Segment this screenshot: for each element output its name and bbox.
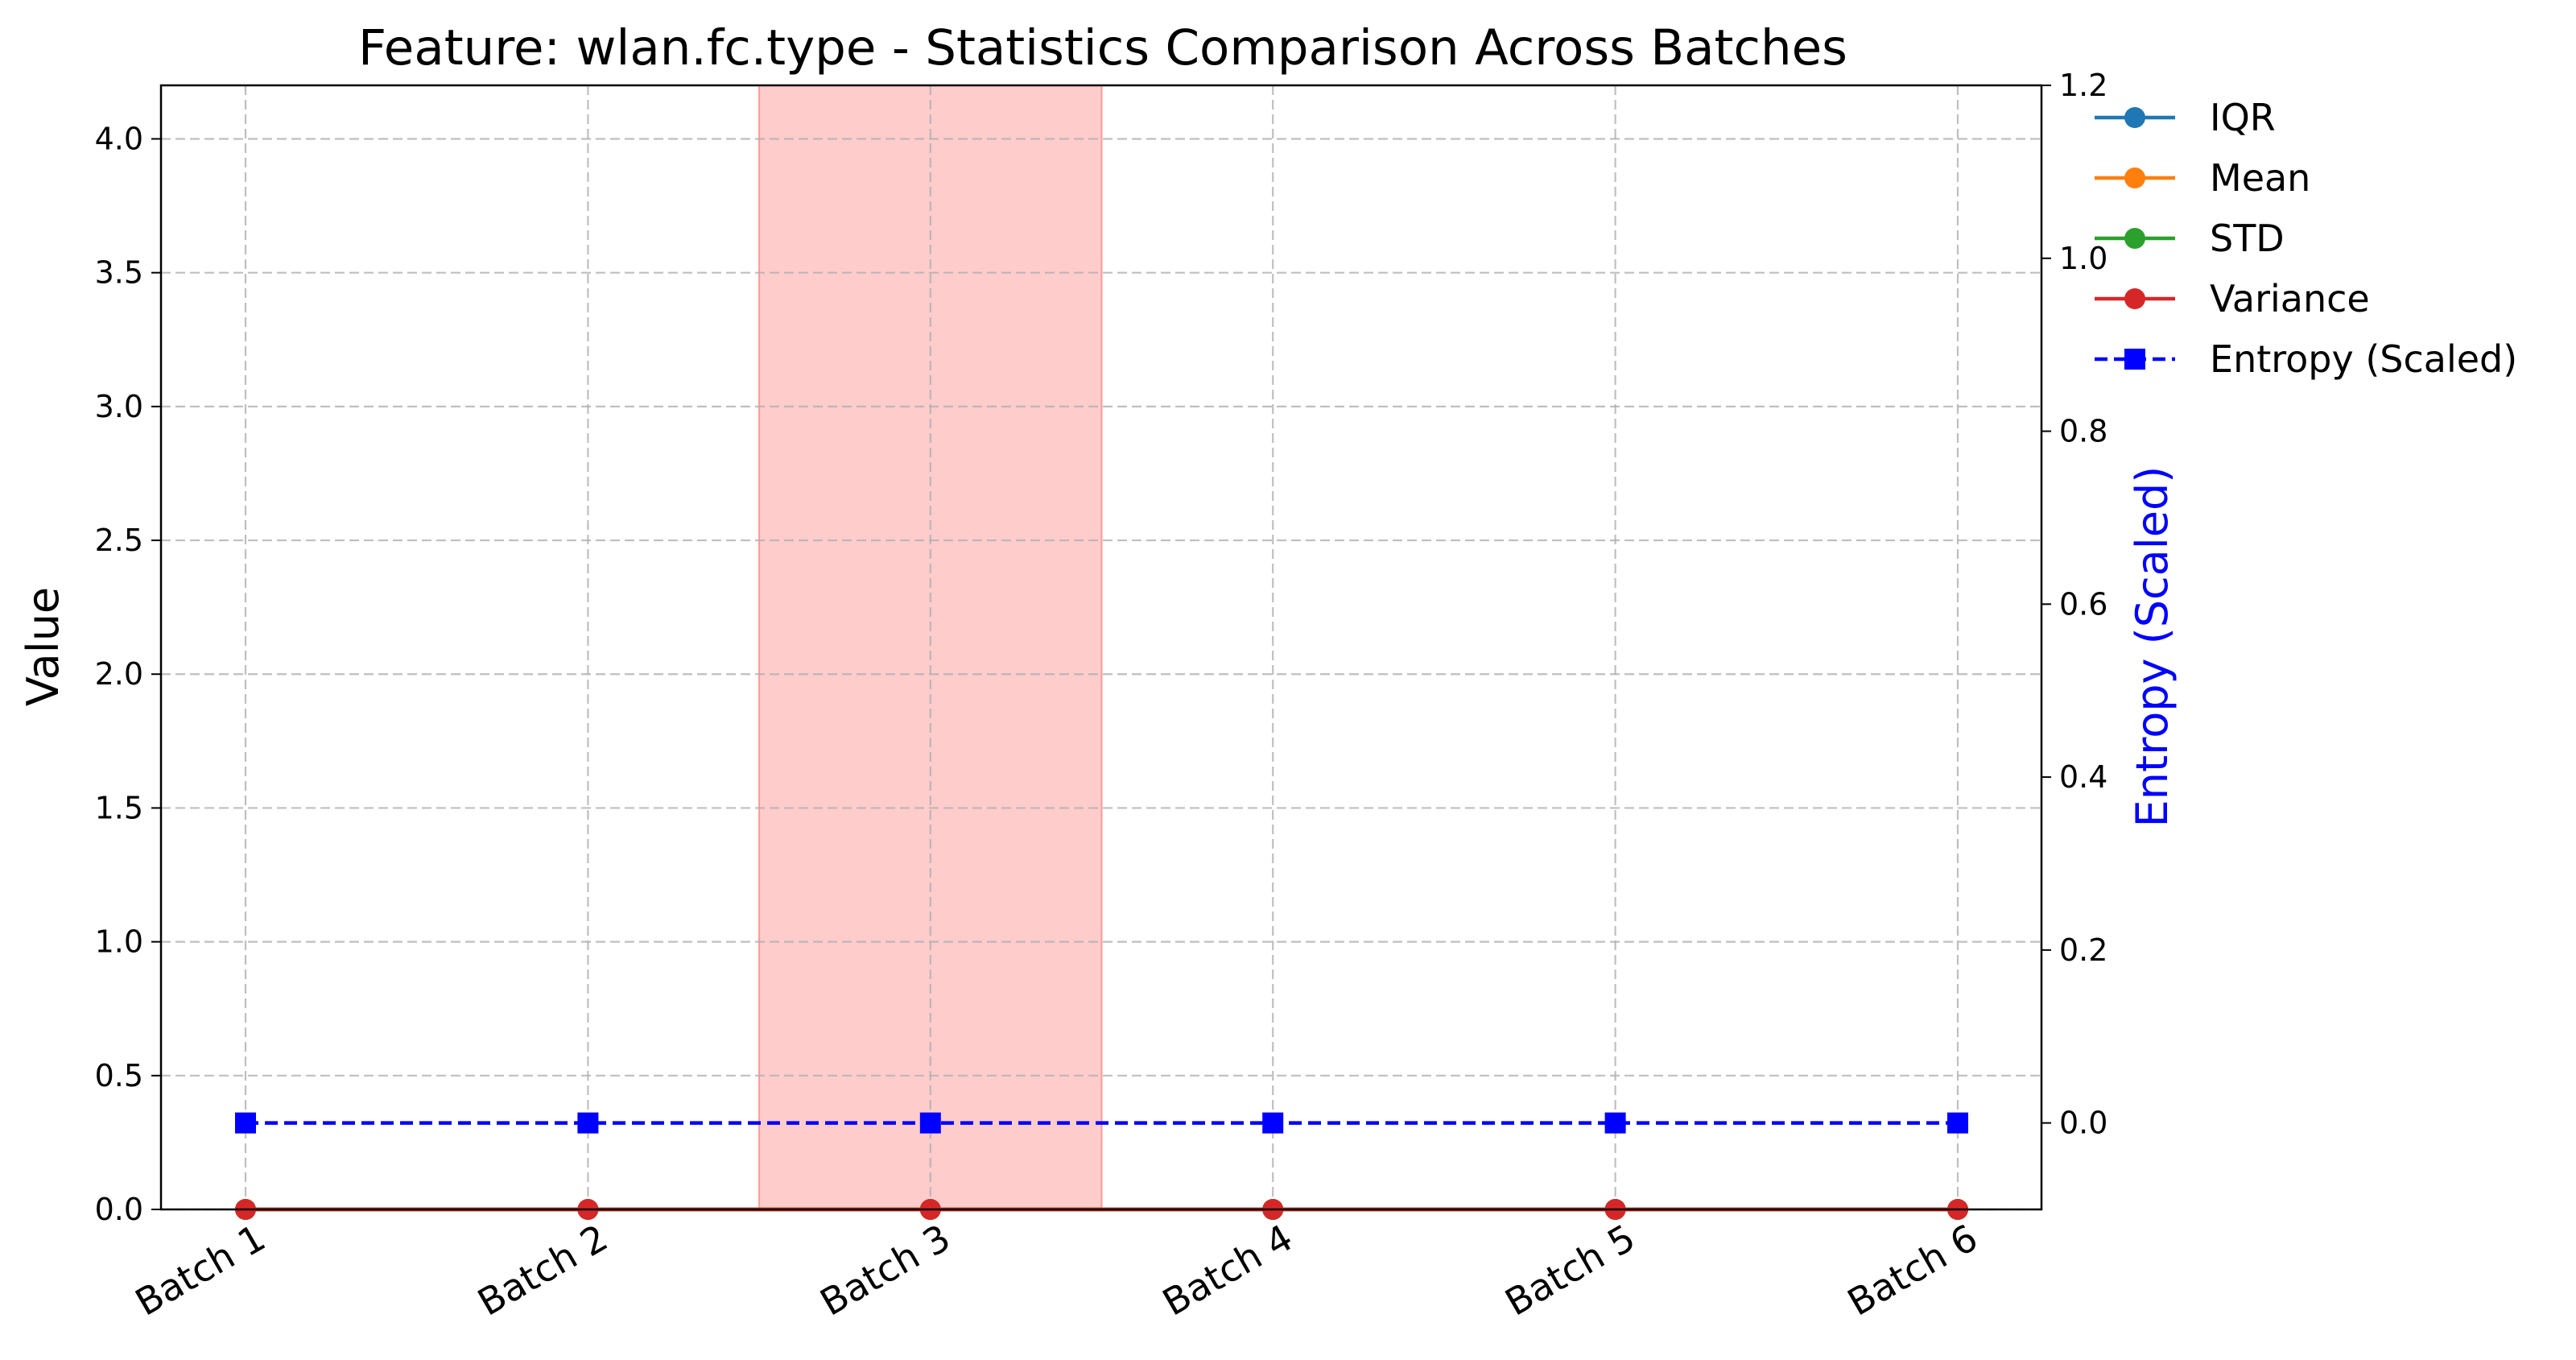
y-tick-label: 0.5	[95, 1058, 143, 1093]
x-tick-label: Batch 5	[1498, 1216, 1643, 1325]
y2-tick-label: 0.2	[2059, 932, 2107, 968]
data-point-entropy-scaled	[235, 1112, 256, 1134]
chart-title: Feature: wlan.fc.type - Statistics Compa…	[358, 19, 1847, 76]
axes-frame	[159, 84, 2043, 1211]
legend-marker-iqr	[2124, 107, 2145, 128]
legend-label-variance: Variance	[2210, 277, 2370, 320]
y2-tick-label: 1.2	[2059, 68, 2107, 103]
legend-label-entropy-scaled: Entropy (Scaled)	[2210, 337, 2517, 381]
y2-axis-label: Entropy (Scaled)	[2127, 466, 2178, 828]
legend: IQR Mean STD Variance Entropy (Scaled)	[2095, 96, 2517, 381]
y-tick-label: 4.0	[95, 121, 143, 156]
y2-tick-label: 0.8	[2059, 414, 2107, 449]
data-point-entropy-scaled	[1947, 1112, 1968, 1134]
y2-tick-label: 0.6	[2059, 586, 2107, 622]
data-point-entropy-scaled	[1262, 1112, 1284, 1134]
y-axis-label: Value	[18, 587, 68, 706]
data-point-entropy-scaled	[919, 1112, 941, 1134]
y2-tick-label: 1.0	[2059, 241, 2107, 276]
data-point-entropy-scaled	[1604, 1112, 1626, 1134]
y-tick-label: 2.0	[95, 656, 143, 692]
legend-label-std: STD	[2210, 217, 2285, 260]
y2-tick-label: 0.4	[2059, 759, 2107, 795]
plot-area: 0.0 0.5 1.0 1.5 2.0 2.5 3.0 3.5 4.0 0.0 0.2 0.4 0.6 0…	[95, 68, 2108, 1325]
x-tick-label: Batch 4	[1155, 1216, 1300, 1325]
legend-label-mean: Mean	[2210, 156, 2310, 200]
y2-tick-label: 0.0	[2059, 1106, 2107, 1141]
y-tick-label: 0.0	[95, 1192, 143, 1227]
x-tick-label: Batch 1	[128, 1216, 273, 1325]
y-tick-label: 1.0	[95, 924, 143, 960]
y-tick-label: 3.0	[95, 389, 143, 424]
x-tick-label: Batch 6	[1840, 1216, 1985, 1325]
y-tick-label: 3.5	[95, 255, 143, 291]
x-tick-label: Batch 3	[813, 1216, 958, 1325]
legend-marker-mean	[2124, 167, 2145, 188]
legend-marker-std	[2124, 228, 2145, 249]
legend-label-iqr: IQR	[2210, 96, 2276, 139]
x-tick-label: Batch 2	[470, 1216, 615, 1325]
y-tick-label: 2.5	[95, 523, 143, 558]
legend-marker-entropy-scaled	[2124, 349, 2145, 370]
y-tick-label: 1.5	[95, 790, 143, 825]
data-point-entropy-scaled	[577, 1112, 599, 1134]
legend-marker-variance	[2124, 288, 2145, 309]
